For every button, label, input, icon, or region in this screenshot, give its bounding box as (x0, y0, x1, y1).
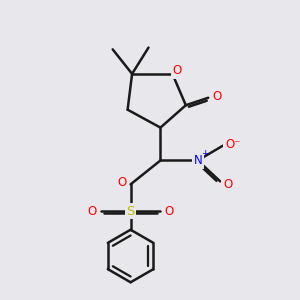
Text: O: O (164, 205, 173, 218)
Text: O: O (223, 178, 232, 191)
Text: O: O (172, 64, 182, 77)
Text: N: N (194, 154, 202, 167)
Text: O: O (88, 205, 97, 218)
Text: O: O (212, 90, 221, 103)
Text: +: + (201, 149, 208, 158)
Text: O: O (118, 176, 127, 189)
Text: O⁻: O⁻ (225, 137, 241, 151)
Text: S: S (126, 205, 135, 218)
